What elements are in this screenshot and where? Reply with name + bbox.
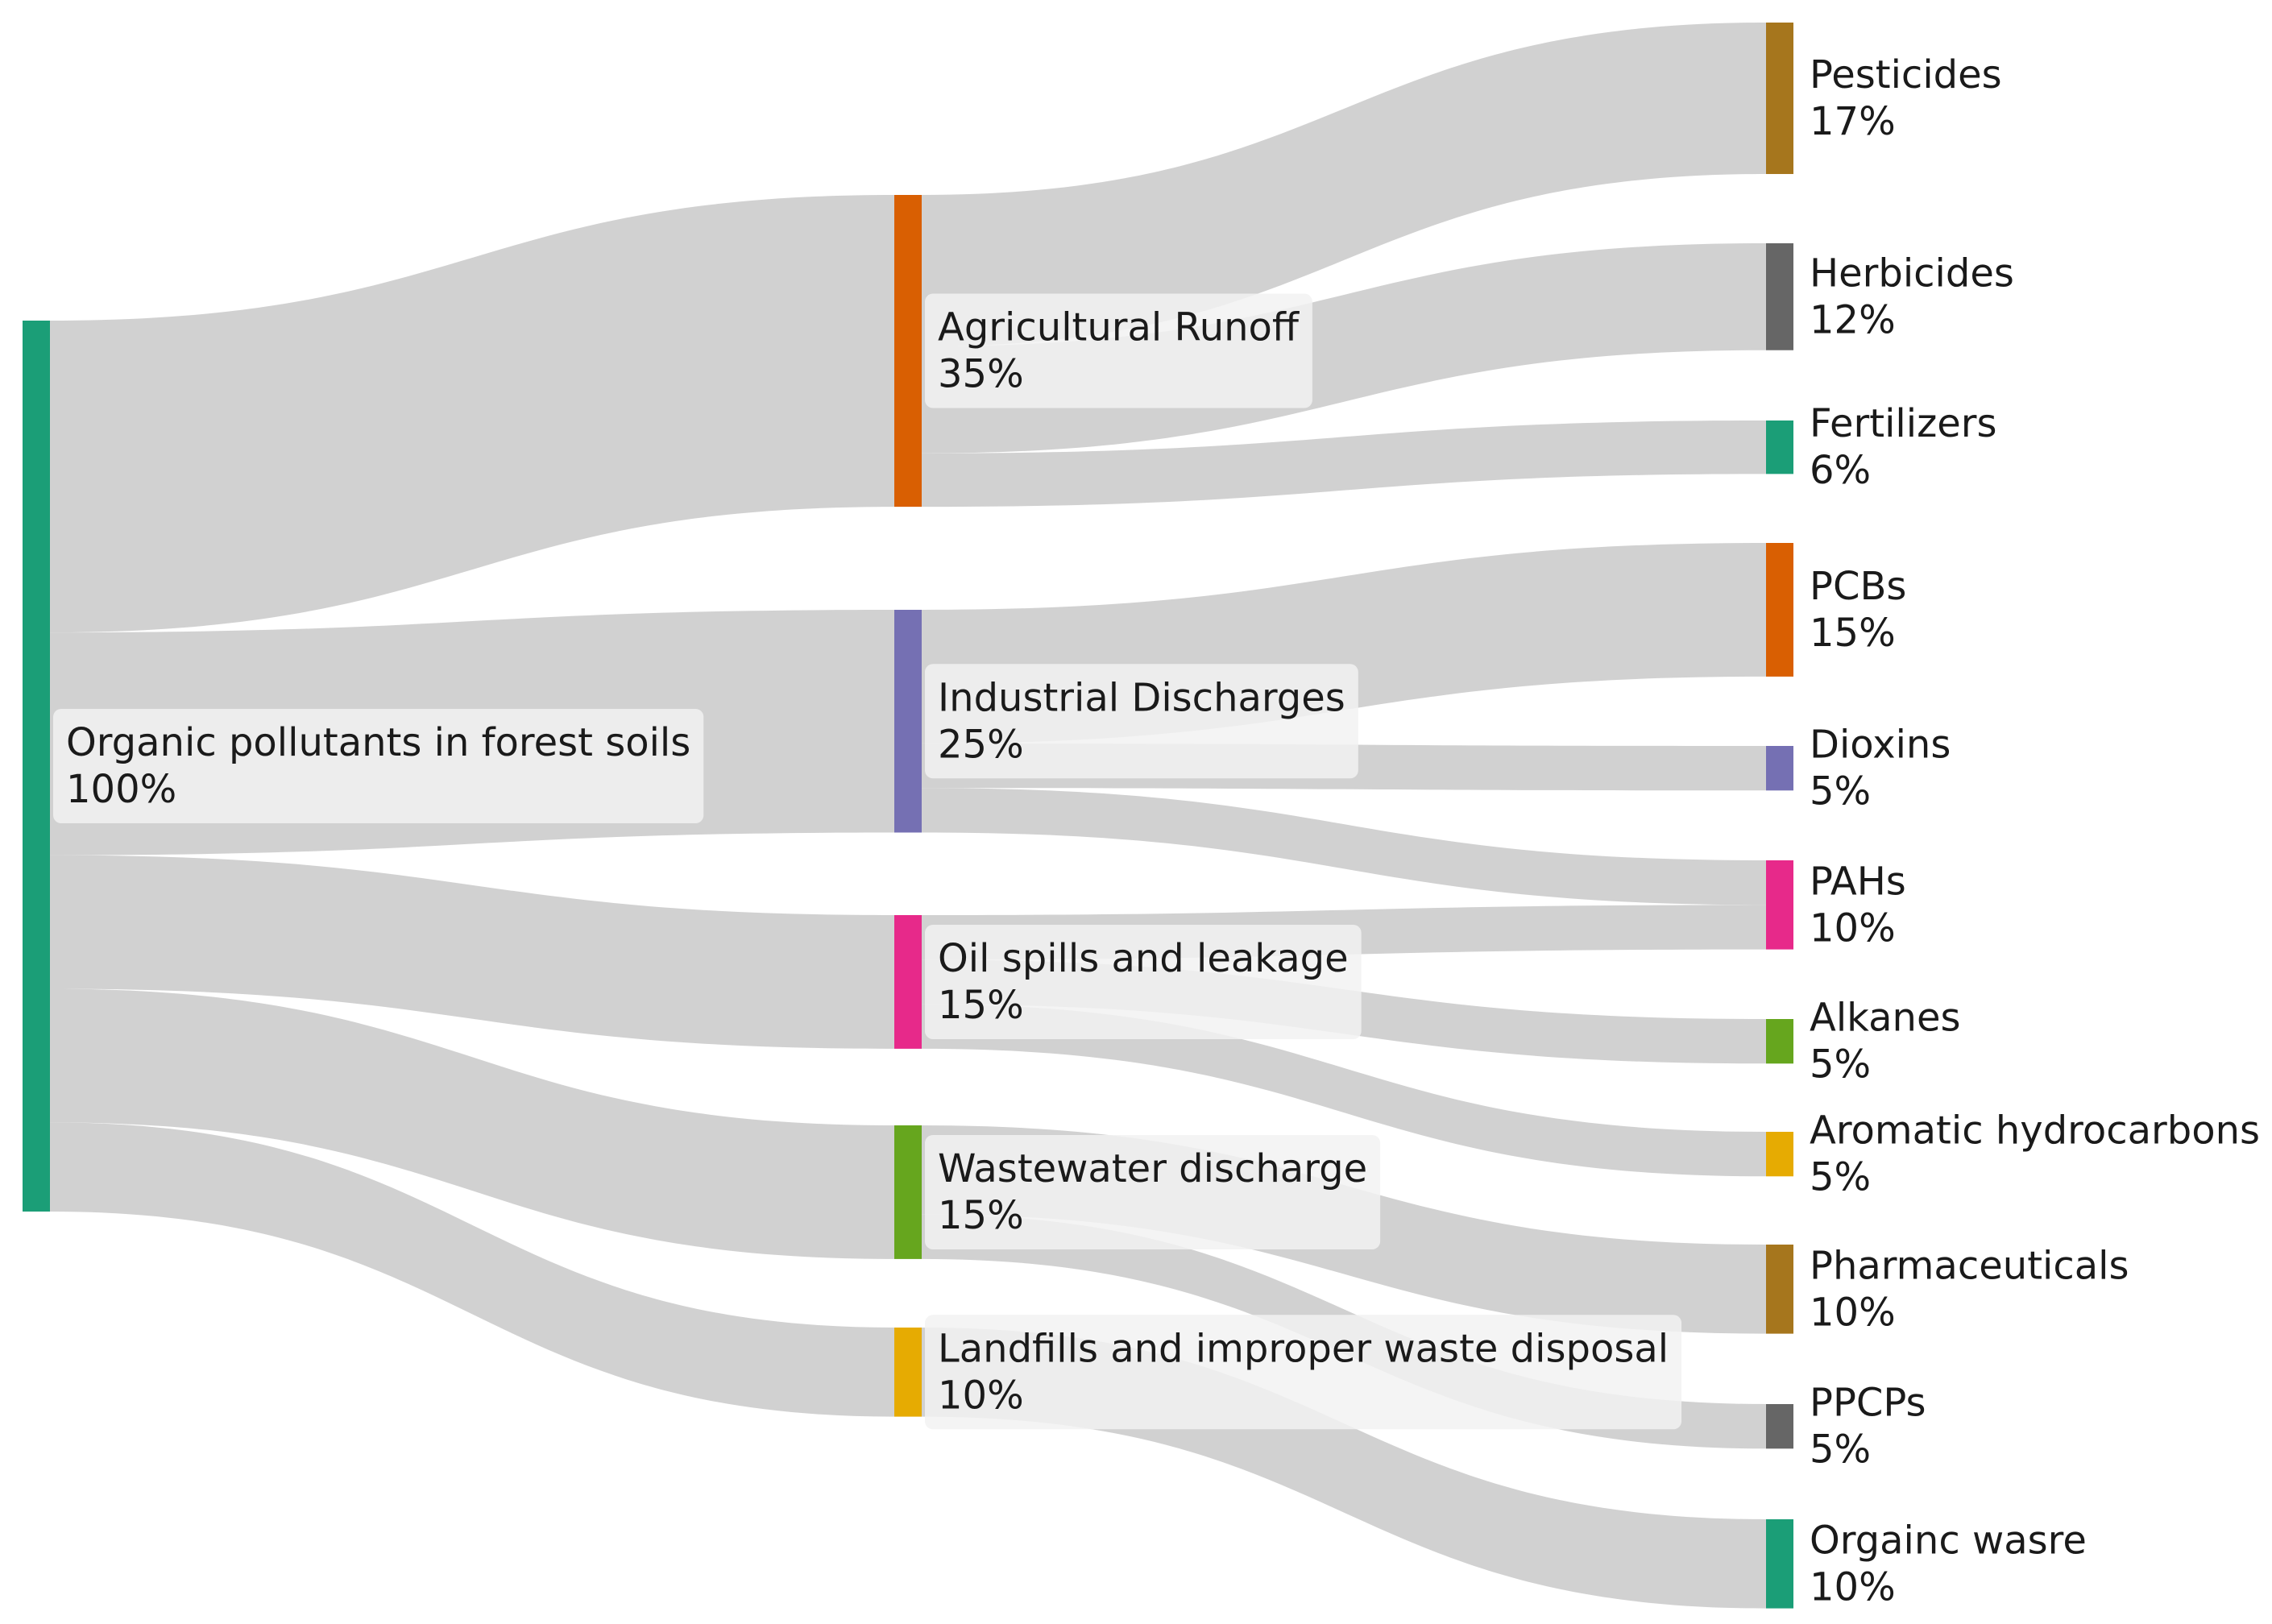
label-herb-pct: 12%	[1810, 297, 1896, 342]
label-pharm-name: Pharmaceuticals	[1810, 1243, 2129, 1288]
node-orgw	[1766, 1519, 1793, 1609]
node-oil	[894, 915, 922, 1049]
label-herb-name: Herbicides	[1810, 251, 2014, 296]
node-agri	[894, 195, 922, 508]
label-agri-background	[925, 293, 1312, 408]
label-fert-name: Fertilizers	[1810, 401, 1997, 446]
label-ppcp-pct: 5%	[1810, 1427, 1871, 1473]
label-waste-pct: 15%	[938, 1193, 1024, 1238]
node-fert	[1766, 420, 1793, 474]
label-agri-name: Agricultural Runoff	[938, 305, 1300, 350]
label-waste-background	[925, 1134, 1381, 1249]
label-pah-name: PAHs	[1810, 859, 1906, 904]
label-alk-name: Alkanes	[1810, 996, 1961, 1041]
label-ppcp-name: PPCPs	[1810, 1381, 1926, 1426]
label-arom-name: Aromatic hydrocarbons	[1810, 1108, 2260, 1154]
link-root-waste	[50, 988, 894, 1259]
label-oil-pct: 15%	[938, 983, 1024, 1028]
label-arom-pct: 5%	[1810, 1155, 1871, 1200]
link-ind-pah	[922, 788, 1766, 905]
label-root-name: Organic pollutants in forest soils	[66, 720, 690, 765]
node-pah	[1766, 860, 1793, 950]
label-oil-background	[925, 924, 1362, 1039]
label-orgw-name: Orgainc wasre	[1810, 1518, 2087, 1563]
label-pcb-name: PCBs	[1810, 564, 1906, 609]
link-agri-pest	[922, 23, 1766, 347]
node-alk	[1766, 1019, 1793, 1064]
node-root	[23, 321, 50, 1212]
link-root-land	[50, 1122, 894, 1417]
label-land-pct: 10%	[938, 1373, 1024, 1418]
label-land-background	[925, 1315, 1682, 1430]
label-alk-pct: 5%	[1810, 1042, 1871, 1088]
node-arom	[1766, 1132, 1793, 1177]
node-pest	[1766, 23, 1793, 175]
label-pah-pct: 10%	[1810, 905, 1896, 951]
node-diox	[1766, 746, 1793, 791]
label-pcb-pct: 15%	[1810, 611, 1896, 656]
node-herb	[1766, 243, 1793, 350]
link-root-oil	[50, 855, 894, 1049]
label-ind-pct: 25%	[938, 722, 1024, 767]
sankey-nodes	[23, 23, 1793, 1609]
label-pharm-pct: 10%	[1810, 1290, 1896, 1335]
label-diox-pct: 5%	[1810, 769, 1871, 814]
node-pharm	[1766, 1245, 1793, 1334]
label-land-name: Landfills and improper waste disposal	[938, 1326, 1669, 1371]
link-agri-fert	[922, 420, 1766, 508]
label-agri-pct: 35%	[938, 352, 1024, 397]
label-root-background	[53, 709, 704, 823]
node-ind	[894, 610, 922, 833]
label-ind-name: Industrial Discharges	[938, 675, 1345, 720]
label-pest-pct: 17%	[1810, 99, 1896, 144]
node-land	[894, 1328, 922, 1417]
label-root-pct: 100%	[66, 767, 176, 812]
node-ppcp	[1766, 1404, 1793, 1449]
label-waste-name: Wastewater discharge	[938, 1146, 1367, 1191]
label-diox-name: Dioxins	[1810, 723, 1951, 768]
label-orgw-pct: 10%	[1810, 1564, 1896, 1610]
node-pcb	[1766, 543, 1793, 677]
label-oil-name: Oil spills and leakage	[938, 936, 1349, 981]
link-root-agri	[50, 195, 894, 633]
node-waste	[894, 1125, 922, 1259]
label-fert-pct: 6%	[1810, 448, 1871, 493]
link-oil-arom	[922, 1004, 1766, 1177]
label-ind-background	[925, 664, 1358, 779]
label-pest-name: Pesticides	[1810, 52, 2002, 97]
